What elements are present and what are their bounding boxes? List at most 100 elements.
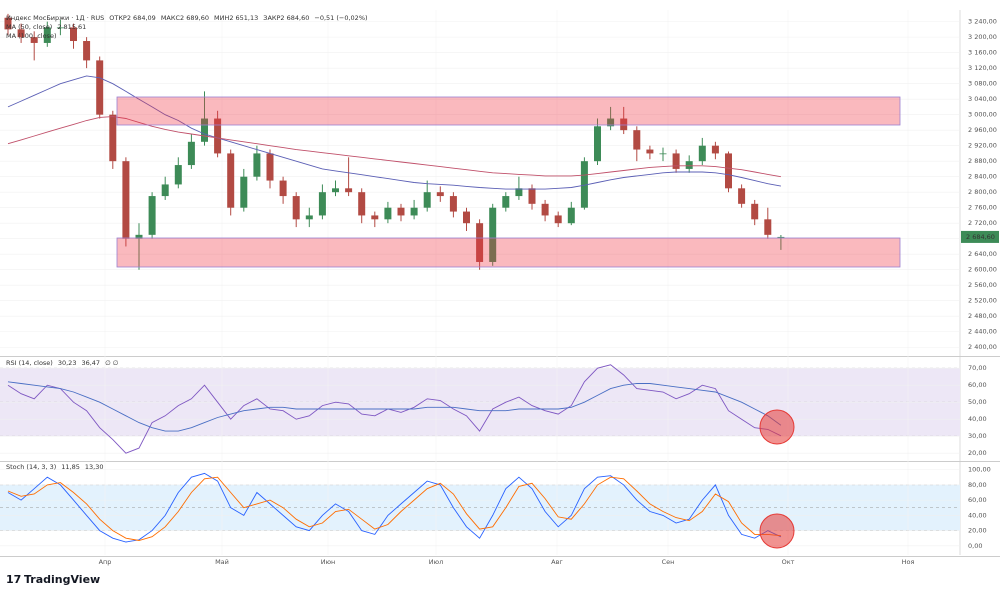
ohlc-label: МАКС2 689,60 <box>161 14 209 22</box>
candle-body <box>423 192 431 208</box>
ohlc-label: ОТКР2 684,09 <box>109 14 156 22</box>
candle-body <box>318 192 326 216</box>
legend-suffix: ∅ ∅ <box>105 359 118 367</box>
candle-body <box>187 141 195 166</box>
candle-body <box>279 180 287 197</box>
panels <box>0 10 1000 557</box>
y-tick-label: 3 080,00 <box>968 80 997 88</box>
candle-body <box>580 161 588 208</box>
candle-body <box>672 153 680 169</box>
candle-body <box>83 41 91 61</box>
legend-value: 11,85 <box>61 463 80 471</box>
candle-body <box>410 207 418 216</box>
candle-body <box>371 215 379 220</box>
candle-body <box>449 196 457 212</box>
y-tick-label: 60,00 <box>968 381 987 389</box>
y-tick-label: 2 720,00 <box>968 219 997 227</box>
x-tick-label: Май <box>215 558 229 566</box>
plot <box>4 13 785 543</box>
candle-body <box>43 27 51 43</box>
candle-body <box>397 207 405 216</box>
y-tick-label: 80,00 <box>968 481 987 489</box>
candle-body <box>17 29 25 38</box>
candle-body <box>633 130 641 150</box>
candle-body <box>161 184 169 197</box>
y-tick-label: 2 480,00 <box>968 312 997 320</box>
candle-body <box>646 149 654 154</box>
candle-body <box>266 153 274 181</box>
y-tick-label: 100,00 <box>968 466 991 474</box>
ohlc-label: ЗАКР2 684,60 <box>263 14 309 22</box>
candle-body <box>292 196 300 220</box>
candle-body <box>96 60 104 115</box>
candle-body <box>725 153 732 189</box>
candle-body <box>358 192 366 216</box>
y-tick-label: 2 520,00 <box>968 297 997 305</box>
indicator-line <box>7 476 781 541</box>
y-tick-label: 2 920,00 <box>968 142 997 150</box>
candle-body <box>711 145 719 154</box>
indicator-title: RSI (14, close) <box>6 359 53 367</box>
candle-body <box>685 161 693 169</box>
candle-body <box>659 153 667 155</box>
candle-body <box>135 234 143 239</box>
legend-name: MA (50, close) <box>6 23 52 31</box>
x-tick-label: Окт <box>782 558 795 566</box>
candle-body <box>109 114 117 162</box>
stoch-highlight <box>759 513 795 549</box>
last-price-label: 2 684,60 <box>966 233 995 241</box>
y-tick-label: 3 000,00 <box>968 111 997 119</box>
x-tick-label: Июл <box>429 558 444 566</box>
legend-value: 2 815,61 <box>57 23 86 31</box>
candle-body <box>541 203 549 216</box>
indicator-line <box>7 381 782 432</box>
candle-body <box>489 207 497 262</box>
y-tick-label: 2 880,00 <box>968 157 997 165</box>
candle-body <box>463 211 470 224</box>
y-tick-label: 0,00 <box>968 542 982 550</box>
y-tick-label: 3 040,00 <box>968 95 997 103</box>
legend-name: MA (100, close) <box>6 32 56 40</box>
y-tick-label: 20,00 <box>968 449 987 457</box>
candle-body <box>738 188 746 204</box>
y-tick-label: 3 160,00 <box>968 49 997 57</box>
candle-body <box>515 188 523 197</box>
y-tick-label: 40,00 <box>968 415 987 423</box>
y-tick-label: 2 840,00 <box>968 173 997 181</box>
legend-value: 30,23 <box>58 359 77 367</box>
y-tick-label: 2 640,00 <box>968 250 997 258</box>
symbol-title: Индекс МосБиржи · 1Д · RUS <box>6 14 104 22</box>
candle-body <box>4 17 12 30</box>
x-tick-label: Апр <box>99 558 112 566</box>
y-tick-label: 2 760,00 <box>968 204 997 212</box>
y-tick-label: 60,00 <box>968 496 987 504</box>
candle-body <box>620 118 628 131</box>
y-tick-label: 2 800,00 <box>968 188 997 196</box>
candle-body <box>607 118 615 127</box>
candle-body <box>227 153 235 208</box>
candle-body <box>594 126 601 162</box>
candle-body <box>777 236 785 238</box>
legend-value: 36,47 <box>81 359 100 367</box>
candle-body <box>345 188 353 193</box>
y-tick-label: 40,00 <box>968 511 987 519</box>
y-tick-label: 2 600,00 <box>968 266 997 274</box>
y-tick-label: 3 200,00 <box>968 33 997 41</box>
candle-body <box>764 219 772 235</box>
candle-body <box>502 196 510 208</box>
y-tick-label: 2 440,00 <box>968 328 997 336</box>
candle-body <box>305 215 313 220</box>
candle-body <box>201 118 208 142</box>
x-tick-label: Авг <box>551 558 563 566</box>
candle-body <box>56 27 64 29</box>
candle-body <box>148 196 156 235</box>
candle-body <box>122 161 130 239</box>
ohlc-label: −0,51 (−0,02%) <box>314 14 367 22</box>
indicator-title: Stoch (14, 3, 3) <box>6 463 56 471</box>
candle-body <box>174 165 182 185</box>
logo-mark: 17 <box>6 573 21 586</box>
indicator-line <box>7 364 782 454</box>
resistance-zone <box>116 96 901 126</box>
y-tick-label: 20,00 <box>968 527 987 535</box>
